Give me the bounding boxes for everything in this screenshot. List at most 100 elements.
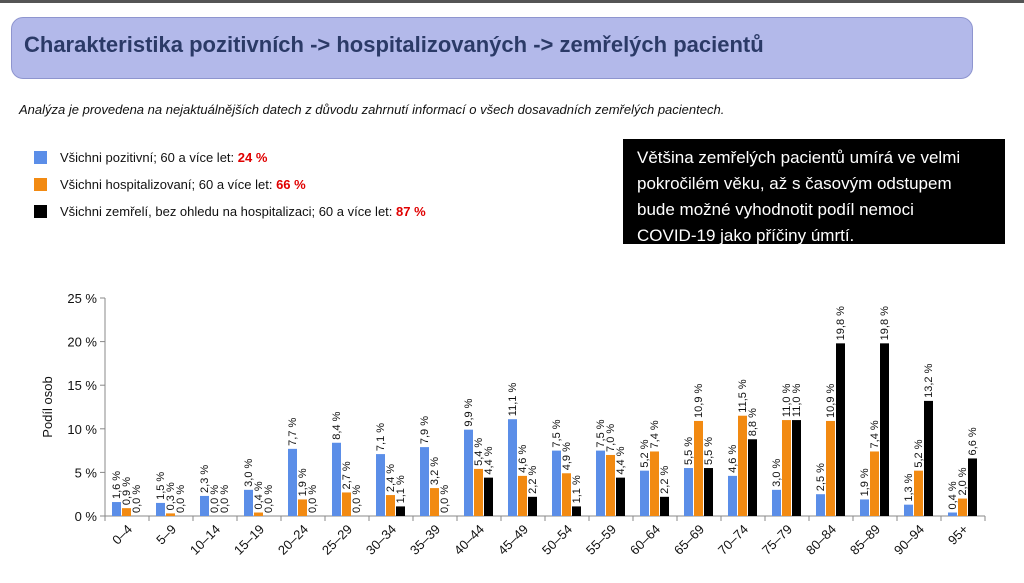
bar-deceased bbox=[968, 458, 977, 516]
data-label: 4,6 % bbox=[727, 445, 739, 473]
data-label: 1,9 % bbox=[297, 468, 309, 496]
x-tick-label: 5–9 bbox=[153, 522, 179, 548]
data-label: 2,2 % bbox=[659, 465, 671, 493]
legend-label-positive: Všichni pozitivní; 60 a více let: 24 % bbox=[60, 150, 268, 165]
x-tick-label: 35–39 bbox=[407, 522, 443, 558]
data-label: 8,8 % bbox=[747, 408, 759, 436]
callout-line: COVID-19 jako příčiny úmrtí. bbox=[637, 226, 855, 245]
bar-hospitalized bbox=[166, 513, 175, 516]
bar-hospitalized bbox=[122, 508, 131, 516]
bar-hospitalized bbox=[782, 420, 791, 516]
x-tick-label: 90–94 bbox=[891, 522, 927, 558]
x-tick-label: 20–24 bbox=[275, 522, 311, 558]
bar-chart: 0 % 5 % 10 % 15 % 20 % 25 % Podíl osob 1,6 %0,9… bbox=[40, 291, 986, 558]
data-label: 4,4 % bbox=[483, 446, 495, 474]
page-title: Charakteristika pozitivních -> hospitali… bbox=[24, 32, 764, 57]
bar-deceased bbox=[396, 506, 405, 516]
y-tick-label: 20 % bbox=[67, 335, 97, 350]
x-tick-label: 75–79 bbox=[759, 522, 795, 558]
x-tick-label: 0–4 bbox=[109, 522, 135, 548]
data-label: 1,3 % bbox=[903, 473, 915, 501]
bar-hospitalized bbox=[870, 451, 879, 516]
data-label: 4,6 % bbox=[517, 445, 529, 473]
bar-deceased bbox=[792, 420, 801, 516]
bar-deceased bbox=[880, 343, 889, 516]
data-label: 8,4 % bbox=[331, 411, 343, 439]
data-label: 4,9 % bbox=[561, 442, 573, 470]
bar-hospitalized bbox=[474, 468, 483, 516]
top-border-line bbox=[0, 0, 1024, 3]
x-tick-label: 95+ bbox=[945, 522, 971, 548]
data-label: 0,0 % bbox=[263, 485, 275, 513]
bar-positive bbox=[860, 499, 869, 516]
bar-positive bbox=[332, 442, 341, 516]
bar-positive bbox=[816, 494, 825, 516]
data-label: 3,0 % bbox=[243, 458, 255, 486]
callout-line: bude možné vyhodnotit podíl nemoci bbox=[637, 200, 914, 219]
data-label: 10,9 % bbox=[693, 383, 705, 417]
bar-deceased bbox=[748, 439, 757, 516]
bar-positive bbox=[464, 429, 473, 516]
callout-line: Většina zemřelých pacientů umírá ve velm… bbox=[637, 148, 961, 167]
x-tick-label: 40–44 bbox=[451, 522, 487, 558]
bar-positive bbox=[420, 447, 429, 516]
x-tick-label: 25–29 bbox=[319, 522, 355, 558]
bar-positive bbox=[772, 489, 781, 516]
x-tick-label: 85–89 bbox=[847, 522, 883, 558]
bar-deceased bbox=[572, 506, 581, 516]
data-label: 5,2 % bbox=[913, 439, 925, 467]
data-label: 2,3 % bbox=[199, 465, 211, 493]
callout-box: Většina zemřelých pacientů umírá ve velm… bbox=[623, 139, 1005, 245]
bar-hospitalized bbox=[518, 475, 527, 516]
legend-swatch-positive bbox=[34, 151, 47, 164]
data-label: 0,4 % bbox=[947, 481, 959, 509]
data-label: 7,7 % bbox=[287, 418, 299, 446]
y-tick-label: 25 % bbox=[67, 291, 97, 306]
bar-hospitalized bbox=[914, 470, 923, 516]
data-label: 0,0 % bbox=[175, 485, 187, 513]
bar-deceased bbox=[484, 477, 493, 516]
data-label: 2,4 % bbox=[385, 464, 397, 492]
data-label: 0,4 % bbox=[253, 481, 265, 509]
bar-deceased bbox=[704, 468, 713, 516]
data-label: 0,3 % bbox=[165, 482, 177, 510]
bar-positive bbox=[596, 450, 605, 516]
bar-hospitalized bbox=[606, 454, 615, 516]
bar-hospitalized bbox=[386, 495, 395, 516]
data-label: 1,6 % bbox=[111, 471, 123, 499]
bar-positive bbox=[376, 454, 385, 516]
data-label: 11,5 % bbox=[737, 379, 749, 413]
data-label: 7,4 % bbox=[649, 420, 661, 448]
data-label: 0,0 % bbox=[131, 485, 143, 513]
data-label: 11,1 % bbox=[507, 383, 519, 417]
data-label: 4,4 % bbox=[615, 446, 627, 474]
data-label: 7,4 % bbox=[869, 420, 881, 448]
bar-positive bbox=[684, 468, 693, 516]
x-tick-label: 80–84 bbox=[803, 522, 839, 558]
legend-label-hospitalized: Všichni hospitalizovaní; 60 a více let: … bbox=[60, 177, 306, 192]
x-tick-label: 50–54 bbox=[539, 522, 575, 558]
data-label: 7,0 % bbox=[605, 424, 617, 452]
bar-hospitalized bbox=[826, 420, 835, 516]
data-label: 0,9 % bbox=[121, 477, 133, 505]
bar-positive bbox=[112, 502, 121, 516]
bar-deceased bbox=[528, 496, 537, 516]
data-label: 2,0 % bbox=[957, 467, 969, 495]
data-label: 1,1 % bbox=[571, 475, 583, 503]
bar-hospitalized bbox=[254, 512, 263, 516]
bar-positive bbox=[244, 489, 253, 516]
data-label: 2,7 % bbox=[341, 461, 353, 489]
bar-hospitalized bbox=[958, 498, 967, 516]
bar-positive bbox=[948, 512, 957, 516]
y-tick-label: 10 % bbox=[67, 422, 97, 437]
data-label: 6,6 % bbox=[967, 427, 979, 455]
bar-positive bbox=[288, 448, 297, 516]
legend-value-deceased: 87 % bbox=[396, 204, 426, 219]
data-label: 3,0 % bbox=[771, 458, 783, 486]
legend-label-deceased: Všichni zemřelí, bez ohledu na hospitali… bbox=[60, 204, 426, 219]
data-label: 7,1 % bbox=[375, 423, 387, 451]
bar-positive bbox=[640, 470, 649, 516]
data-label: 2,2 % bbox=[527, 465, 539, 493]
bar-hospitalized bbox=[342, 492, 351, 516]
y-tick-label: 5 % bbox=[75, 465, 98, 480]
